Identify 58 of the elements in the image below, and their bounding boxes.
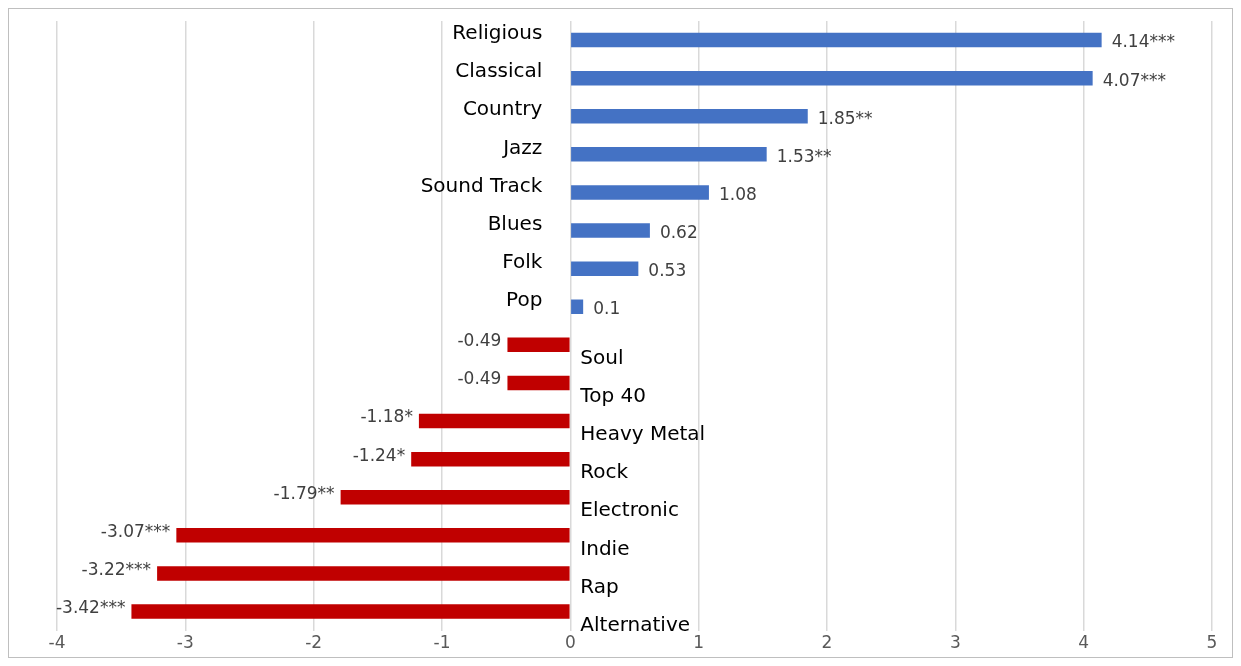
data-label: -0.49 (457, 368, 502, 389)
bar (571, 32, 1102, 48)
data-label: -1.79** (273, 482, 335, 503)
y-tick-label: Rap (580, 573, 619, 598)
y-tick-label: Folk (502, 248, 543, 273)
data-label: -1.18* (360, 406, 413, 427)
y-tick-label: Alternative (580, 611, 691, 636)
bar (418, 413, 570, 429)
y-tick-label: Jazz (501, 134, 543, 159)
x-tick-label: -2 (305, 632, 323, 653)
data-label: -3.22*** (81, 558, 152, 579)
x-tick-label: 0 (564, 632, 576, 653)
y-tick-label: Rock (580, 459, 629, 484)
data-label: -3.07*** (100, 520, 171, 541)
bar (176, 528, 570, 543)
data-label: -3.42*** (55, 596, 126, 617)
data-label: 1.08 (718, 183, 757, 204)
x-tick-label: 1 (693, 632, 705, 653)
y-tick-label: Religious (452, 20, 543, 45)
bar (571, 147, 767, 162)
data-label: 4.14*** (1111, 31, 1175, 52)
bar (157, 566, 570, 581)
bar (340, 490, 570, 505)
bar (571, 185, 709, 200)
x-tick-label: 2 (821, 632, 833, 653)
y-tick-label: Top 40 (579, 383, 646, 408)
y-tick-label: Electronic (580, 497, 679, 522)
bar (571, 109, 808, 124)
y-tick-label: Classical (455, 58, 543, 83)
data-label: 0.1 (593, 298, 621, 319)
data-label: 1.53** (776, 145, 832, 166)
bar (571, 299, 584, 314)
bar (571, 261, 639, 276)
y-tick-label: Heavy Metal (580, 421, 706, 446)
bar (507, 337, 570, 353)
y-tick-label: Indie (580, 535, 630, 560)
bar (411, 451, 570, 467)
data-label: 0.62 (659, 221, 698, 242)
y-tick-label: Country (462, 96, 543, 121)
x-tick-label: -1 (433, 632, 451, 653)
data-label: -0.49 (457, 330, 502, 351)
y-tick-label: Soul (580, 345, 624, 370)
bar (571, 223, 650, 238)
y-tick-label: Pop (506, 286, 543, 311)
x-tick-label: 5 (1206, 632, 1218, 653)
data-label: -1.24* (352, 444, 406, 465)
x-tick-label: -3 (176, 632, 194, 653)
data-label: 0.53 (648, 260, 687, 281)
data-label: 1.85** (817, 107, 873, 128)
y-tick-label: Blues (487, 210, 543, 235)
bar (507, 375, 570, 391)
x-tick-label: 3 (949, 632, 961, 653)
x-tick-label: -4 (48, 632, 66, 653)
x-tick-label: 4 (1078, 632, 1090, 653)
y-tick-label: Sound Track (420, 172, 543, 197)
bar (571, 70, 1093, 86)
data-label: 4.07*** (1102, 69, 1167, 90)
bar (131, 604, 570, 619)
